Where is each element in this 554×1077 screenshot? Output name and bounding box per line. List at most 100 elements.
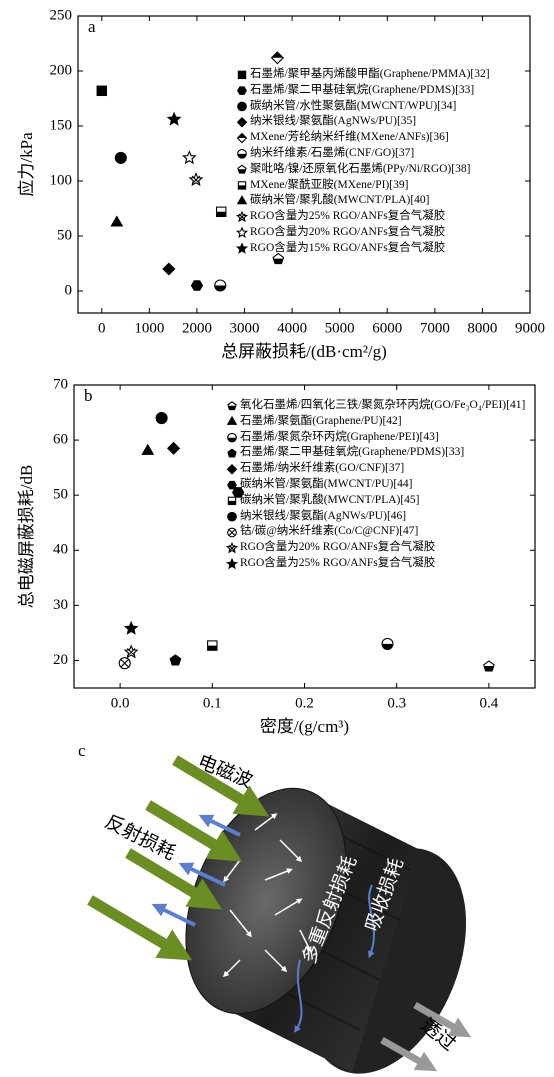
legend-marker bbox=[237, 101, 247, 112]
marker-fill bbox=[271, 52, 284, 58]
y-tick-label: 60 bbox=[53, 432, 68, 448]
x-tick-label: 5000 bbox=[325, 320, 355, 336]
marker-cross bbox=[228, 544, 236, 552]
legend-label: RGO含量为25% RGO/ANFs复合气凝胶 bbox=[240, 556, 436, 569]
marker-cross bbox=[238, 213, 246, 221]
chart: a 0 1000 2000 3000 4000 5000 6000 7000 8000 9000 0 5… bbox=[17, 7, 545, 360]
marker-fill bbox=[237, 133, 247, 139]
legend-label: MXene/聚酰亚胺(MXene/PI)[39] bbox=[250, 178, 409, 191]
x-tick-label: 4000 bbox=[277, 320, 307, 336]
legend-label: 纳米银线/聚氨酯(AgNWs/PU)[46] bbox=[240, 509, 407, 522]
legend: 氧化石墨烯/四氧化三铁/聚氮杂环丙烷(GO/Fe₃O₄/PEI)[41] 石墨烯/… bbox=[240, 399, 525, 569]
data-point bbox=[167, 441, 181, 455]
panel-label: b bbox=[84, 386, 93, 405]
marker-shape bbox=[162, 262, 176, 276]
diagram: c 电磁波 反射损耗 多重反射损耗 吸收损耗 透过 bbox=[78, 741, 472, 1074]
legend-marker bbox=[226, 415, 238, 425]
legend-marker bbox=[237, 86, 247, 95]
legend-label: MXene/芳纶纳米纤维(MXene/ANFs)[36] bbox=[250, 131, 449, 144]
marker-shape bbox=[167, 441, 181, 455]
legend-label: 石墨烯/聚氮杂环丙烷(Graphene/PEI)[43] bbox=[240, 430, 439, 443]
data-point bbox=[166, 111, 182, 126]
marker-shape bbox=[110, 215, 124, 227]
x-tick-label: 0.2 bbox=[295, 695, 314, 711]
x-tick-label: 0.1 bbox=[203, 695, 222, 711]
absorption-path bbox=[368, 884, 375, 959]
marker-shape bbox=[166, 111, 182, 126]
legend-label: 石墨烯/聚二甲基硅氧烷(Graphene/PDMS)[33] bbox=[240, 446, 465, 459]
panel-label: a bbox=[88, 17, 96, 36]
legend-marker bbox=[226, 463, 238, 475]
data-point bbox=[114, 151, 127, 164]
marker-shape bbox=[226, 463, 238, 475]
legend: 石墨烯/聚甲基丙烯酸甲酯(Graphene/PMMA)[32] 石墨烯/聚二甲基硅… bbox=[250, 67, 532, 257]
data-point bbox=[190, 280, 204, 291]
marker-fill bbox=[228, 500, 236, 505]
data-point bbox=[207, 640, 218, 651]
legend-marker bbox=[236, 195, 248, 205]
data-point bbox=[123, 644, 139, 659]
legend-marker bbox=[235, 210, 249, 223]
marker-shape bbox=[235, 226, 249, 238]
marker-shape bbox=[226, 415, 238, 425]
data-point bbox=[214, 279, 227, 292]
marker-shape bbox=[227, 511, 237, 522]
marker-shape bbox=[235, 242, 249, 254]
data-point bbox=[181, 150, 197, 165]
legend-box: 石墨烯/聚甲基丙烯酸甲酯(Graphene/PMMA)[32] 石墨烯/聚二甲基硅… bbox=[250, 67, 532, 257]
legend-marker bbox=[237, 164, 247, 174]
x-tick-label: 0 bbox=[98, 320, 106, 336]
marker-shape bbox=[190, 280, 204, 291]
y-tick-label: 0 bbox=[65, 282, 73, 298]
data-point bbox=[141, 443, 155, 455]
marker-shape bbox=[123, 620, 139, 635]
legend-label: 碳纳米管/聚乳酸(MWCNT/PLA)[45] bbox=[240, 493, 420, 506]
legend-marker bbox=[225, 541, 239, 554]
legend-label: 碳纳米管/聚乳酸(MWCNT/PLA)[40] bbox=[250, 194, 430, 207]
legend-marker bbox=[227, 448, 237, 458]
marker-cross bbox=[126, 647, 136, 657]
marker-shape bbox=[237, 101, 247, 112]
legend-marker bbox=[236, 132, 248, 144]
x-axis-title: 总屏蔽损耗/(dB·cm²/g) bbox=[221, 342, 387, 361]
incident-arrows bbox=[87, 755, 270, 961]
data-point bbox=[231, 487, 245, 498]
marker-shape bbox=[155, 412, 168, 425]
x-tick-label: 8000 bbox=[467, 320, 497, 336]
internal-reflections bbox=[222, 813, 312, 978]
y-tick-label: 40 bbox=[53, 542, 68, 558]
y-tick-label: 70 bbox=[53, 376, 68, 392]
marker-fill bbox=[216, 211, 226, 217]
legend-marker bbox=[237, 181, 247, 190]
x-tick-label: 9000 bbox=[515, 320, 545, 336]
legend-label: 石墨烯/纳米纤维素(GO/CNF)[37] bbox=[240, 462, 405, 475]
legend-marker bbox=[235, 226, 249, 238]
legend-marker bbox=[227, 511, 237, 522]
marker-cross bbox=[120, 658, 129, 668]
legend-marker bbox=[227, 401, 237, 411]
x-tick-label: 1000 bbox=[134, 320, 164, 336]
y-tick-label: 250 bbox=[50, 7, 73, 23]
marker-shape bbox=[225, 557, 239, 570]
legend-label: 石墨烯/聚甲基丙烯酸甲酯(Graphene/PMMA)[32] bbox=[250, 68, 490, 80]
legend-marker bbox=[235, 242, 249, 254]
legend-marker bbox=[225, 557, 239, 570]
y-tick-label: 100 bbox=[50, 172, 73, 188]
data-point bbox=[272, 252, 285, 265]
marker-fill bbox=[227, 437, 237, 442]
reflected-arrows bbox=[151, 814, 241, 927]
legend-marker bbox=[227, 496, 237, 506]
marker-shape bbox=[96, 85, 108, 97]
marker-fill bbox=[273, 258, 284, 264]
legend-marker bbox=[227, 527, 237, 538]
legend-marker bbox=[237, 148, 247, 159]
legend-label: 纳米银线/聚氨酯(AgNWs/PU)[35] bbox=[250, 115, 417, 128]
data-point bbox=[118, 657, 131, 670]
marker-shape bbox=[169, 654, 182, 666]
plot-frame bbox=[77, 15, 531, 314]
panel-label: c bbox=[78, 741, 86, 760]
marker-fill bbox=[238, 185, 246, 190]
legend-label: 碳纳米管/水性聚氨酯(MWCNT/WPU)[34] bbox=[250, 99, 457, 112]
legend-marker bbox=[227, 432, 237, 443]
